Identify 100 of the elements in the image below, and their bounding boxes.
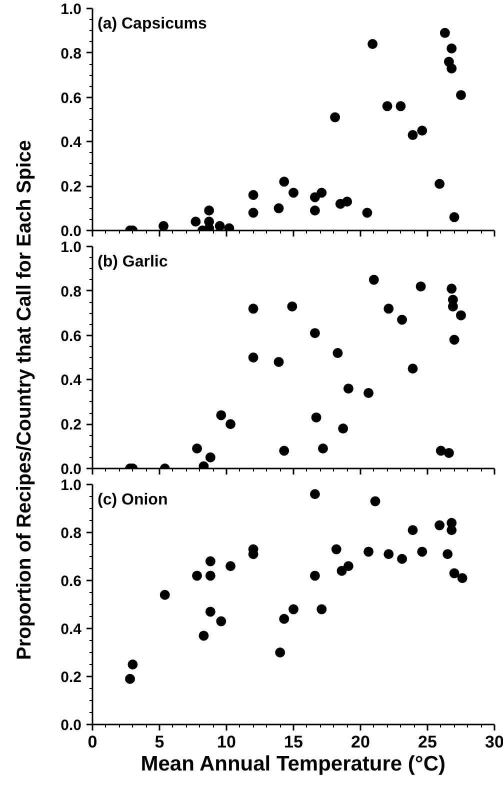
point	[449, 568, 460, 578]
point	[128, 660, 138, 670]
point	[158, 221, 169, 230]
point	[205, 556, 216, 566]
point	[204, 206, 214, 216]
x-axis-title: Mean Annual Temperature (°C)	[140, 752, 446, 776]
point	[216, 616, 226, 626]
point	[397, 554, 408, 564]
y-tick-label: 0.8	[60, 525, 82, 542]
x-tick-label: 15	[284, 732, 303, 752]
y-tick-label: 1.0	[60, 239, 82, 256]
point	[310, 570, 320, 581]
y-tick-label: 0.0	[60, 461, 82, 478]
point	[310, 206, 320, 216]
point	[205, 452, 216, 462]
point	[440, 28, 450, 38]
point	[125, 674, 136, 684]
point	[417, 546, 428, 557]
point	[449, 212, 460, 222]
point	[417, 126, 428, 136]
point	[446, 525, 457, 536]
x-tick-label: 0	[88, 732, 98, 752]
point	[248, 304, 258, 314]
chart-title: (a) Capsicums	[98, 16, 207, 32]
point	[279, 446, 290, 456]
x-tick-label: 25	[418, 732, 437, 752]
y-tick-label: 0.4	[60, 134, 82, 152]
point	[343, 561, 354, 572]
point	[434, 520, 445, 530]
y-tick-label: 0.2	[60, 178, 82, 196]
point	[216, 410, 226, 420]
point	[318, 444, 328, 454]
point	[287, 301, 298, 312]
x-tick-label: 20	[351, 732, 370, 752]
point	[226, 561, 236, 572]
point	[342, 196, 352, 207]
point	[338, 424, 348, 434]
y-tick-label: 0.4	[60, 621, 82, 638]
point	[382, 101, 392, 112]
point	[316, 604, 327, 614]
y-tick-label: 0.2	[60, 416, 82, 434]
point	[368, 39, 378, 50]
point	[446, 43, 457, 54]
point	[332, 348, 343, 358]
point	[330, 112, 340, 122]
point	[288, 604, 298, 614]
point	[446, 284, 457, 294]
point	[331, 544, 342, 554]
point	[288, 188, 298, 198]
point	[449, 334, 460, 345]
x-tick-label: 30	[485, 732, 503, 752]
point	[396, 101, 406, 112]
point	[310, 489, 320, 500]
point	[408, 364, 418, 374]
point	[205, 606, 216, 617]
point	[248, 352, 258, 362]
point	[456, 90, 466, 100]
y-tick-label: 0.6	[60, 328, 82, 345]
point	[192, 444, 202, 454]
point	[198, 630, 209, 641]
point	[343, 384, 354, 394]
point	[205, 570, 216, 581]
point	[362, 208, 372, 218]
point	[279, 614, 290, 624]
y-tick-label: 0.2	[60, 669, 82, 686]
point	[370, 496, 380, 506]
point	[192, 570, 202, 581]
point	[397, 314, 408, 325]
point	[275, 648, 286, 658]
point	[226, 419, 236, 430]
x-tick-label: 10	[217, 732, 236, 752]
chart-title: (c) Onion	[98, 492, 168, 508]
point	[434, 178, 445, 189]
y-tick-label: 0.0	[60, 717, 82, 734]
y-tick-label: 1.0	[60, 477, 82, 494]
point	[364, 388, 374, 398]
point	[416, 281, 426, 292]
y-tick-label: 0.6	[60, 90, 82, 107]
point	[368, 274, 379, 285]
point	[248, 208, 258, 218]
point	[444, 448, 454, 458]
y-tick-label: 1.0	[60, 1, 82, 18]
point	[310, 192, 320, 202]
point	[336, 566, 347, 576]
point	[316, 188, 327, 198]
point	[248, 190, 258, 200]
y-tick-label: 0.8	[60, 283, 82, 300]
point	[279, 176, 290, 187]
y-tick-label: 0.0	[60, 223, 82, 240]
point	[456, 310, 466, 320]
point	[446, 63, 457, 74]
y-tick-label: 0.8	[60, 45, 82, 62]
point	[190, 216, 201, 227]
point	[442, 549, 453, 560]
y-axis-title: Proportion of Recipes/Country that Call for Each Spice	[12, 140, 37, 660]
point	[457, 573, 468, 584]
y-tick-label: 0.4	[60, 372, 82, 390]
point	[274, 356, 284, 367]
point	[311, 412, 322, 422]
x-tick-label: 5	[154, 732, 164, 752]
